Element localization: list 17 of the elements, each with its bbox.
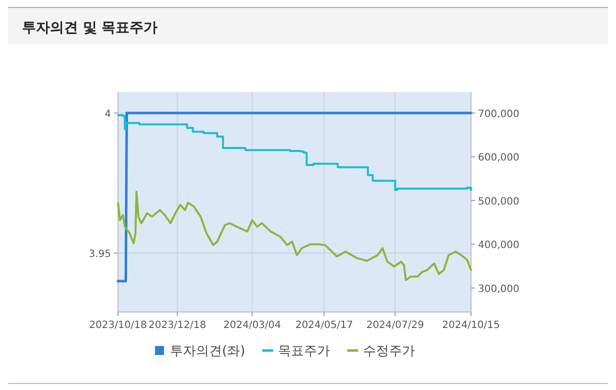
x-tick-label: 2023/12/18: [148, 320, 206, 331]
x-tick-label: 2024/03/04: [223, 320, 282, 331]
x-tick-label: 2024/10/15: [442, 320, 500, 331]
x-tick-label: 2024/07/29: [366, 320, 424, 331]
chart-title: 투자의견 및 목표주가: [22, 20, 158, 36]
y2-tick-label: 300,000: [478, 284, 520, 295]
legend-label: 수정주가: [363, 344, 416, 359]
y2-tick-label: 700,000: [478, 108, 520, 120]
legend-label: 목표주가: [278, 344, 330, 359]
y2-tick-label: 400,000: [478, 240, 520, 252]
y-tick-label: 3.95: [88, 249, 111, 260]
x-tick-label: 2023/10/18: [89, 320, 147, 331]
legend-label: 투자의견(좌): [170, 344, 246, 359]
y-tick-label: 4: [104, 109, 111, 120]
y2-tick-label: 500,000: [478, 196, 520, 208]
y2-tick-label: 600,000: [478, 152, 520, 164]
x-tick-label: 2024/05/17: [295, 320, 353, 331]
